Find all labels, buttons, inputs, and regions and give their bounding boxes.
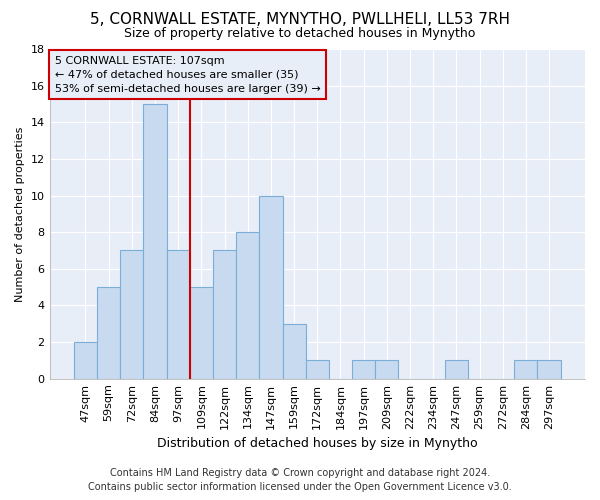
Text: Size of property relative to detached houses in Mynytho: Size of property relative to detached ho… xyxy=(124,28,476,40)
Bar xyxy=(259,196,283,378)
Text: Contains HM Land Registry data © Crown copyright and database right 2024.
Contai: Contains HM Land Registry data © Crown c… xyxy=(88,468,512,492)
Bar xyxy=(283,324,305,378)
Bar xyxy=(305,360,329,378)
Bar xyxy=(375,360,398,378)
Text: 5, CORNWALL ESTATE, MYNYTHO, PWLLHELI, LL53 7RH: 5, CORNWALL ESTATE, MYNYTHO, PWLLHELI, L… xyxy=(90,12,510,28)
Y-axis label: Number of detached properties: Number of detached properties xyxy=(15,126,25,302)
Bar xyxy=(514,360,538,378)
Bar xyxy=(445,360,468,378)
Bar xyxy=(74,342,97,378)
Bar xyxy=(538,360,560,378)
Bar xyxy=(97,287,120,378)
Bar xyxy=(143,104,167,378)
Bar xyxy=(213,250,236,378)
Text: 5 CORNWALL ESTATE: 107sqm
← 47% of detached houses are smaller (35)
53% of semi-: 5 CORNWALL ESTATE: 107sqm ← 47% of detac… xyxy=(55,56,320,94)
Bar xyxy=(167,250,190,378)
Bar xyxy=(120,250,143,378)
Bar xyxy=(352,360,375,378)
Bar xyxy=(190,287,213,378)
X-axis label: Distribution of detached houses by size in Mynytho: Distribution of detached houses by size … xyxy=(157,437,478,450)
Bar xyxy=(236,232,259,378)
